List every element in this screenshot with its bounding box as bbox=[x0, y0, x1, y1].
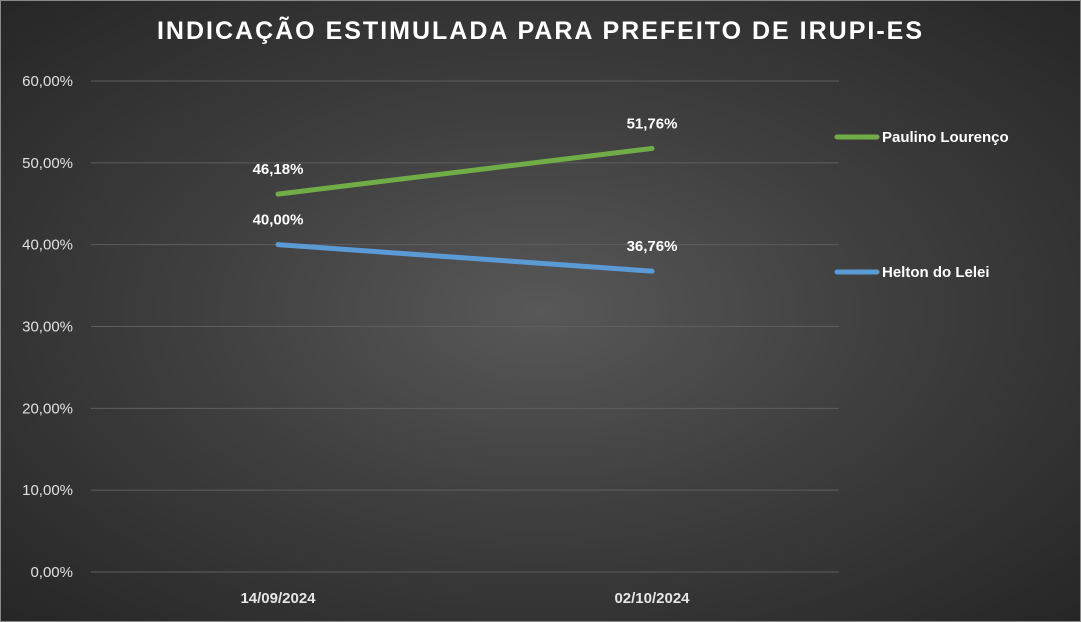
data-label: 36,76% bbox=[627, 238, 678, 255]
y-tick-label: 40,00% bbox=[22, 237, 73, 254]
y-tick-label: 50,00% bbox=[22, 155, 73, 172]
y-tick-label: 20,00% bbox=[22, 400, 73, 417]
y-tick-label: 10,00% bbox=[22, 482, 73, 499]
data-label: 46,18% bbox=[253, 161, 304, 178]
legend-label: Paulino Lourenço bbox=[882, 129, 1009, 146]
data-label: 40,00% bbox=[253, 212, 304, 229]
y-tick-label: 60,00% bbox=[22, 73, 73, 90]
legend-label: Helton do Lelei bbox=[882, 264, 990, 281]
y-tick-label: 0,00% bbox=[30, 564, 73, 581]
y-tick-label: 30,00% bbox=[22, 319, 73, 336]
series-line bbox=[275, 145, 655, 197]
chart-title: INDICAÇÃO ESTIMULADA PARA PREFEITO DE IR… bbox=[156, 17, 925, 45]
series-line bbox=[275, 242, 655, 274]
x-tick-label: 02/10/2024 bbox=[614, 590, 690, 607]
data-label: 51,76% bbox=[627, 115, 678, 132]
x-tick-label: 14/09/2024 bbox=[240, 590, 316, 607]
